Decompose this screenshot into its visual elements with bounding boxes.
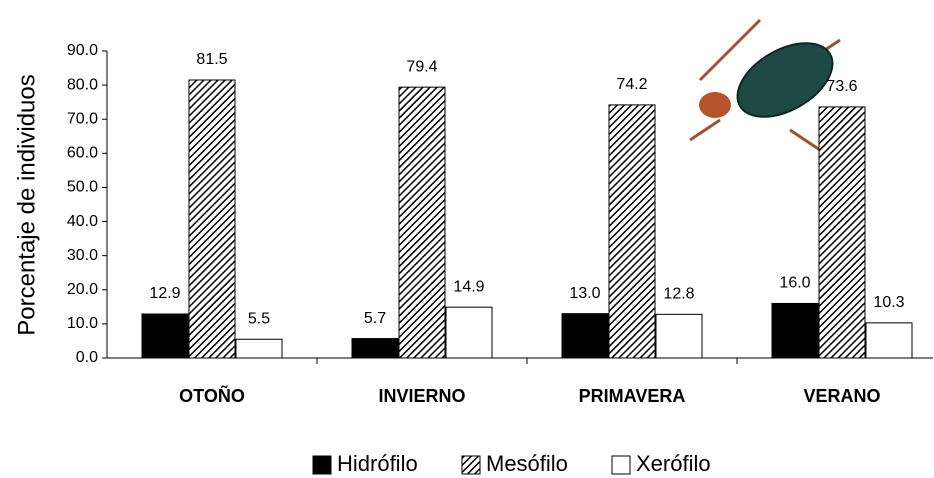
data-label: 16.0 xyxy=(779,275,810,292)
bar xyxy=(236,339,282,358)
data-label: 14.9 xyxy=(453,278,484,295)
data-label: 79.4 xyxy=(406,58,437,75)
x-tick-label: PRIMAVERA xyxy=(579,386,686,406)
y-tick-label: 40.0 xyxy=(67,213,98,230)
legend-label: Hidrófilo xyxy=(337,451,418,476)
bar xyxy=(562,314,608,358)
legend-label: Xerófilo xyxy=(636,451,711,476)
bar xyxy=(446,307,492,358)
bar xyxy=(866,323,912,358)
x-tick-label: INVIERNO xyxy=(378,386,465,406)
y-tick-label: 70.0 xyxy=(67,110,98,127)
y-axis-title: Porcentaje de individuos xyxy=(13,74,40,336)
y-tick-label: 80.0 xyxy=(67,76,98,93)
y-tick-label: 20.0 xyxy=(67,281,98,298)
y-tick-label: 90.0 xyxy=(67,42,98,59)
y-tick-label: 10.0 xyxy=(67,315,98,332)
data-label: 12.8 xyxy=(663,286,694,303)
bar xyxy=(772,303,818,358)
bar xyxy=(656,314,702,358)
legend-swatch xyxy=(612,456,630,474)
data-label: 74.2 xyxy=(616,76,647,93)
data-label: 13.0 xyxy=(569,285,600,302)
bar xyxy=(189,80,235,358)
data-label: 5.7 xyxy=(364,310,386,327)
bar xyxy=(609,105,655,358)
legend-label: Mesófilo xyxy=(486,451,568,476)
bar xyxy=(399,87,445,358)
bar xyxy=(142,314,188,358)
bar xyxy=(352,339,398,358)
chart: Porcentaje de individuos 0.0 10.0 20.0 30.0… xyxy=(0,0,934,478)
bar xyxy=(819,107,865,358)
data-label: 73.6 xyxy=(826,78,857,95)
data-label: 12.9 xyxy=(149,285,180,302)
y-tick-label: 0.0 xyxy=(76,349,98,366)
x-tick-label: OTOÑO xyxy=(179,385,245,406)
data-label: 81.5 xyxy=(196,51,227,68)
data-label: 5.5 xyxy=(248,310,270,327)
y-tick-label: 30.0 xyxy=(67,247,98,264)
y-tick-label: 50.0 xyxy=(67,179,98,196)
legend-swatch xyxy=(462,456,480,474)
y-tick-label: 60.0 xyxy=(67,145,98,162)
x-tick-label: VERANO xyxy=(803,386,880,406)
data-label: 10.3 xyxy=(873,294,904,311)
legend-swatch xyxy=(313,456,331,474)
